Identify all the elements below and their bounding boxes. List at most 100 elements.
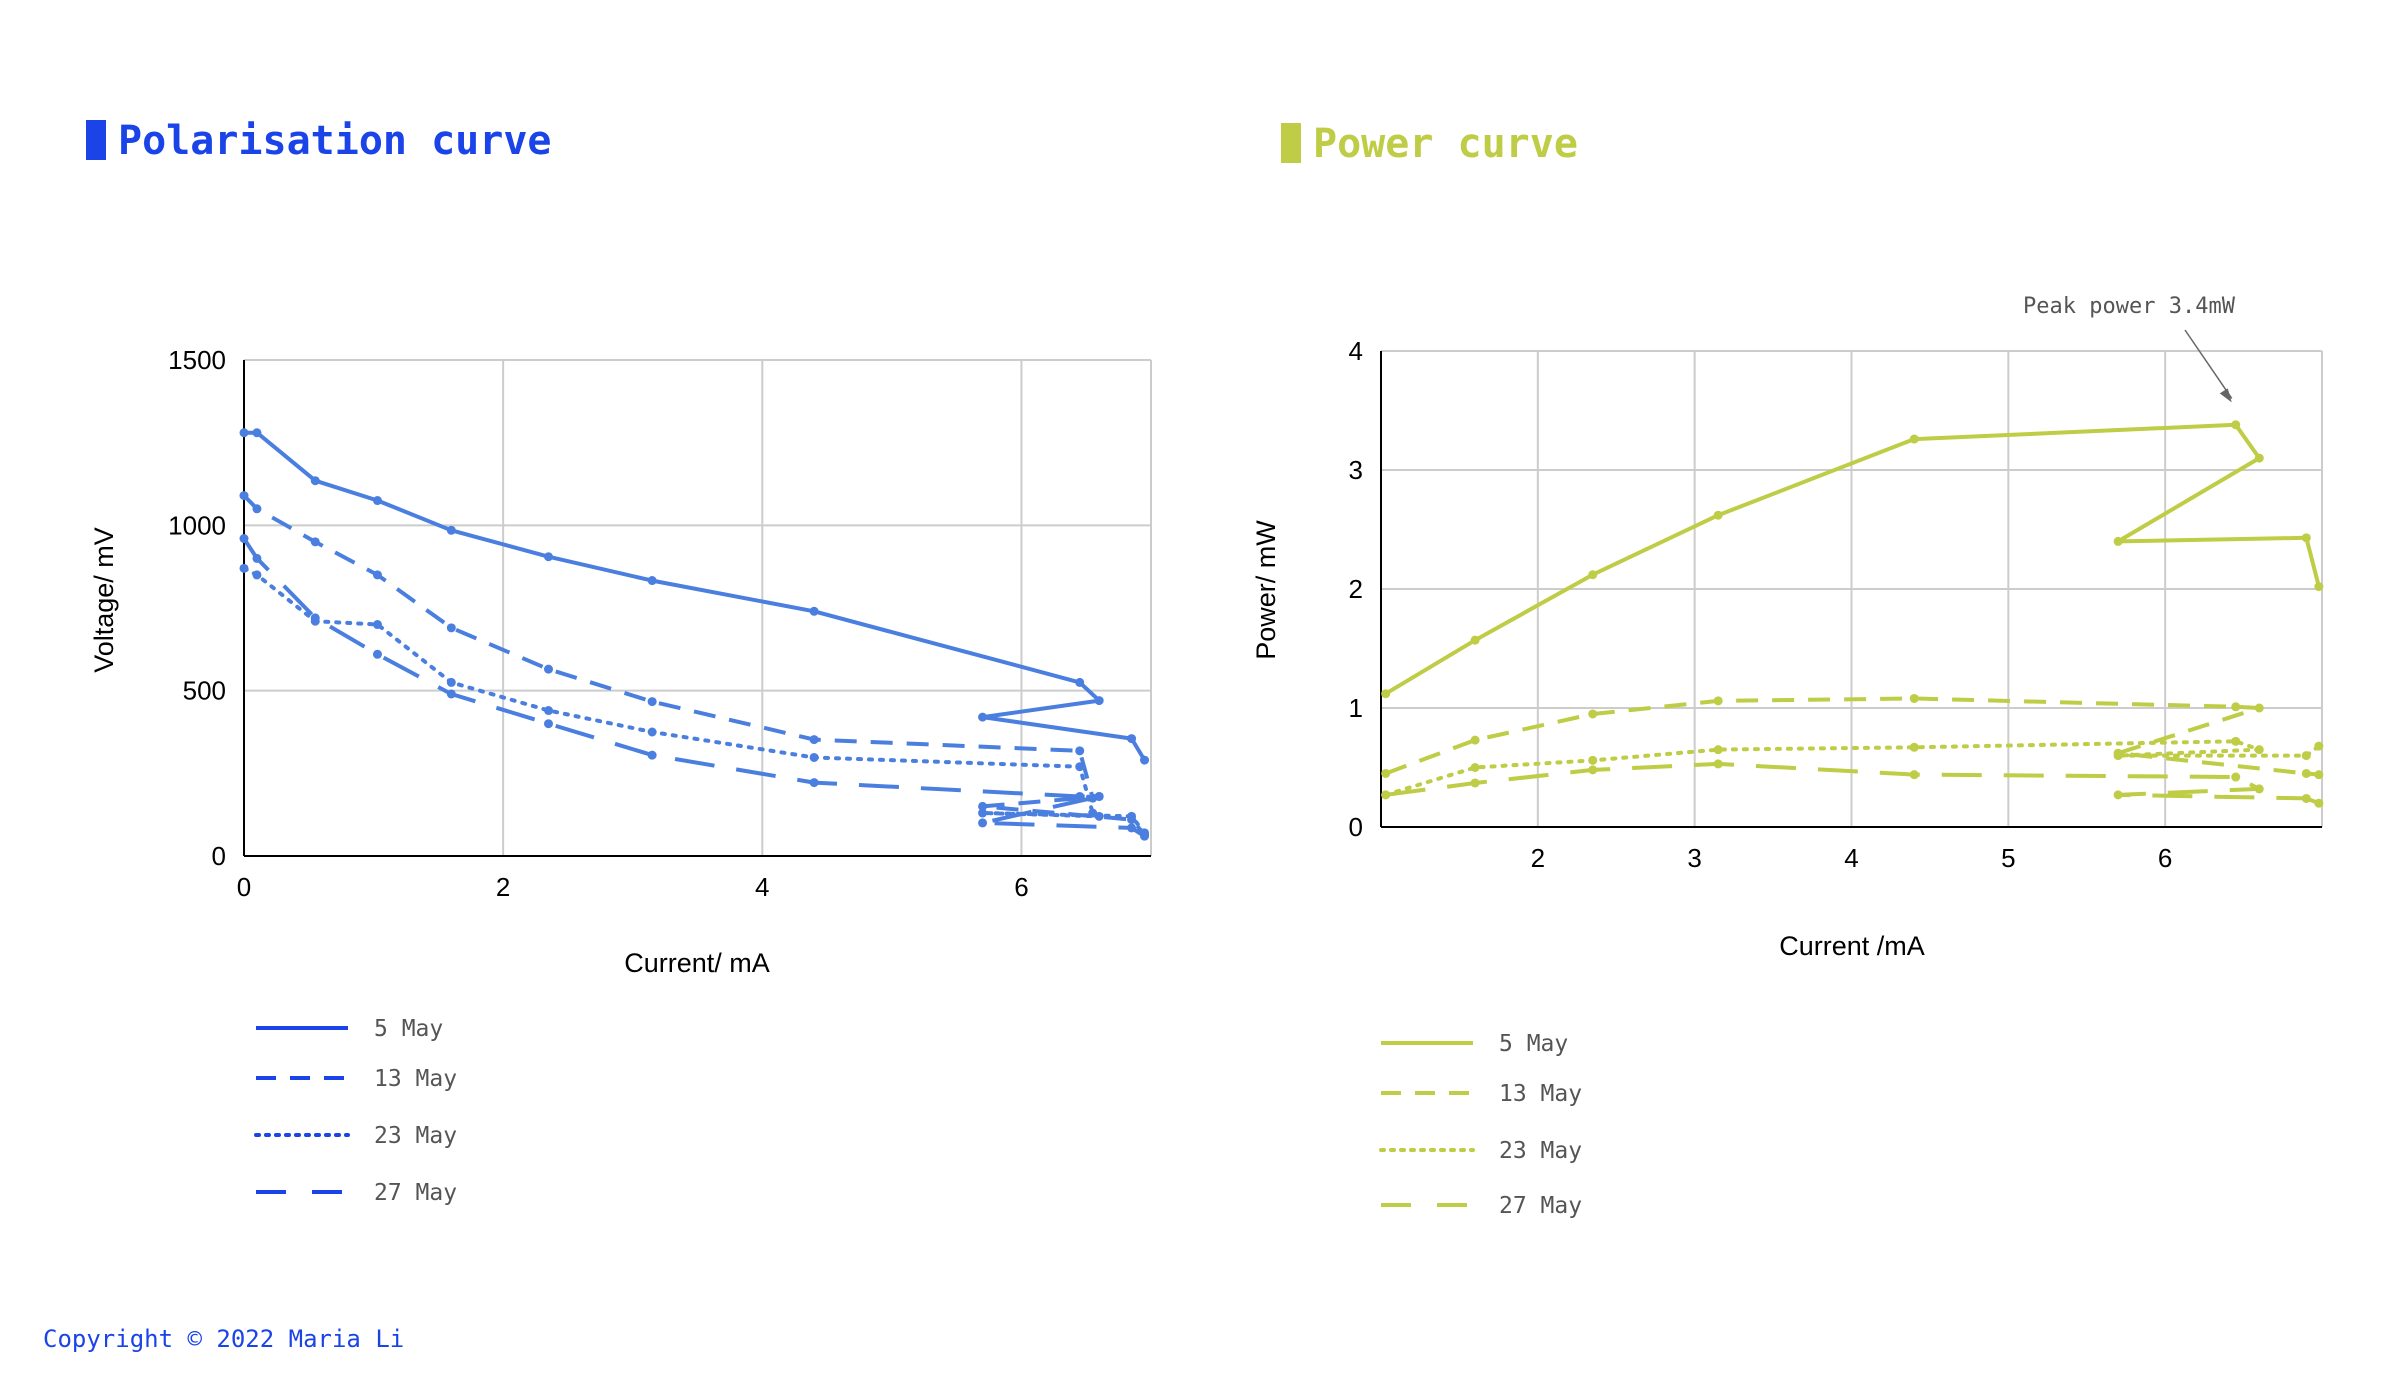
polarisation-series-5-may-point (252, 428, 262, 438)
polarisation-series-5-may-point (647, 576, 657, 586)
polarisation-series-5-may-point (446, 525, 456, 535)
power-series-23-may-point (2301, 751, 2311, 761)
power-series-27-may-point (1470, 778, 1480, 788)
polarisation-series-13-may-point (647, 697, 657, 707)
polarisation-series-13-may-point (978, 801, 988, 811)
power-x-tick-label: 2 (1531, 843, 1545, 873)
polarisation-series-5-may-point (372, 496, 382, 506)
polarisation-series-27-may-point (647, 750, 657, 760)
polarisation-series-5-may-point (1094, 696, 1104, 706)
power-series-13-may-point (2301, 768, 2311, 778)
polarisation-x-tick-label: 4 (755, 872, 769, 902)
polarisation-series-13-may-point (239, 491, 249, 501)
polarisation-series-13-may-point (1075, 746, 1085, 756)
polarisation-series-13-may-point (372, 570, 382, 580)
title-marker (1281, 123, 1301, 163)
power-series-5-may-point (2113, 536, 2123, 546)
power-series-27-may-point (2314, 798, 2324, 808)
polarisation-series-27-may-point (372, 649, 382, 659)
power-series-27-may-point (1713, 759, 1723, 769)
power-series-5-may-point (2231, 420, 2241, 430)
power-series-13-may-point (2314, 770, 2324, 780)
power-y-axis-label: Power/ mW (1251, 520, 1281, 660)
polarisation-series-23-may-point (978, 808, 988, 818)
power-series-5-may-line (1384, 422, 2321, 696)
polarisation-series-27-may-line (242, 537, 1146, 838)
polarisation-y-tick-label: 500 (183, 676, 226, 706)
polarisation-legend-label: 23 May (374, 1123, 457, 1149)
polarisation-series-5-may-point (809, 606, 819, 616)
polarisation-legend-label: 5 May (374, 1016, 443, 1042)
polarisation-legend-label: 13 May (374, 1066, 457, 1092)
polarisation-title: Polarisation curve (86, 118, 551, 164)
polarisation-series-23-may (239, 563, 1150, 838)
power-series-23-may-point (1588, 755, 1598, 765)
polarisation-series-23-may-point (252, 570, 262, 580)
power-series-23-may-line (1383, 739, 2321, 797)
polarisation-x-axis-label: Current/ mA (624, 948, 770, 978)
power-series-5-may-point (1381, 689, 1391, 699)
power-series-23-may-point (2254, 745, 2264, 755)
polarisation-series-23-may-point (1075, 762, 1085, 772)
power-chart: 0 1 2 3 4 2 3 4 5 6 Current /mA Power/ mW 5 May 13 Ma… (1251, 294, 2324, 1219)
polarisation-title-text: Polarisation curve (118, 118, 552, 164)
polarisation-chart: 0 500 1000 1500 0 2 4 6 Current/ mA Voltage/ mV 5 … (89, 345, 1152, 1206)
power-series-23-may-point (1470, 763, 1480, 772)
polarisation-y-tick-label: 1000 (168, 510, 226, 540)
power-series-23-may (1381, 736, 2324, 800)
polarisation-series-5-may-point (1075, 677, 1085, 687)
polarisation-series-27-may-point (1127, 823, 1137, 833)
polarisation-y-axis-label: Voltage/ mV (89, 527, 119, 673)
polarisation-series-23-may-point (446, 677, 456, 687)
power-series-27-may-point (1381, 790, 1391, 800)
power-legend-label: 13 May (1499, 1081, 1582, 1107)
power-series-27-may-point (2254, 784, 2264, 794)
polarisation-series-27-may-point (978, 818, 988, 828)
polarisation-series-23-may-point (1127, 811, 1137, 821)
power-series-23-may-point (1909, 742, 1919, 752)
polarisation-series-13-may-point (310, 537, 320, 547)
power-series-5-may-point (1909, 434, 1919, 444)
power-series-5-may-point (1588, 570, 1598, 580)
power-series-27-may-line (1385, 761, 2320, 806)
polarisation-series-13-may-point (252, 504, 262, 514)
power-series-13-may-point (2231, 702, 2241, 712)
power-x-tick-label: 6 (2158, 843, 2172, 873)
polarisation-x-tick-label: 0 (237, 872, 251, 902)
polarisation-legend-label: 27 May (374, 1180, 457, 1206)
polarisation-series-23-may-point (647, 727, 657, 737)
power-annotation-text: Peak power 3.4mW (2023, 294, 2236, 319)
power-series-5-may-point (2254, 453, 2264, 463)
polarisation-series-27-may-point (1094, 791, 1104, 801)
power-x-tick-label: 4 (1844, 843, 1858, 873)
polarisation-x-tick-label: 2 (496, 872, 510, 902)
polarisation-series-5-may-point (1140, 755, 1150, 765)
polarisation-series-27-may-point (809, 778, 819, 788)
power-x-tick-label: 3 (1687, 843, 1701, 873)
power-y-tick-label: 0 (1349, 812, 1363, 842)
power-series-27-may-point (1588, 765, 1598, 775)
power-y-tick-label: 3 (1349, 455, 1363, 485)
polarisation-series-27-may-point (1075, 791, 1085, 801)
power-series-13-may-point (1381, 768, 1391, 778)
power-x-tick-label: 5 (2001, 843, 2015, 873)
polarisation-series-5-may-point (978, 712, 988, 722)
power-annotation-arrowhead (2219, 388, 2232, 403)
polarisation-series-27-may-point (446, 689, 456, 699)
power-series-23-may-point (2113, 751, 2123, 761)
power-series-13-may-point (1470, 735, 1480, 745)
power-series-5-may-point (2314, 582, 2324, 592)
polarisation-series-13-may-line (242, 494, 1147, 836)
power-series-13-may-point (2254, 703, 2264, 713)
polarisation-series-27-may-point (310, 613, 320, 623)
title-marker (86, 120, 106, 160)
polarisation-series-27-may (239, 534, 1150, 841)
power-annotation-arrow (2184, 329, 2233, 399)
polarisation-y-tick-label: 1500 (168, 345, 226, 375)
polarisation-x-tick-label: 6 (1014, 872, 1028, 902)
power-series-23-may-point (2314, 741, 2324, 751)
polarisation-series-13-may-point (446, 623, 456, 633)
power-x-axis-label: Current /mA (1779, 931, 1925, 961)
polarisation-series-23-may-point (1094, 811, 1104, 821)
